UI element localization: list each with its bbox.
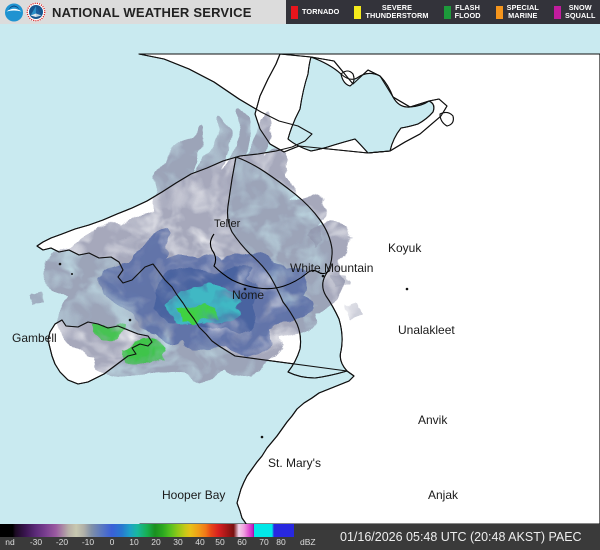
svg-text:Anjak: Anjak — [428, 488, 459, 502]
svg-text:White Mountain: White Mountain — [290, 261, 373, 275]
svg-text:Teller: Teller — [214, 218, 241, 230]
svg-text:Hooper Bay: Hooper Bay — [162, 488, 225, 502]
svg-text:Anvik: Anvik — [418, 413, 448, 427]
svg-text:Unalakleet: Unalakleet — [398, 323, 455, 337]
svg-text:Koyuk: Koyuk — [388, 241, 422, 255]
svg-text:St. Mary's: St. Mary's — [268, 456, 321, 470]
svg-text:Gambell: Gambell — [12, 331, 57, 345]
svg-text:Nome: Nome — [232, 288, 264, 302]
